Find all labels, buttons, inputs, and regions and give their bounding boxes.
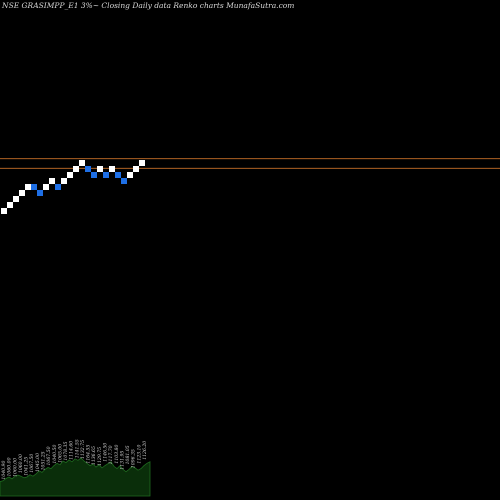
volume-label-26: 1126.20 <box>142 441 148 460</box>
volume-label-24: 1096.35 <box>131 449 137 468</box>
volume-label-10: 1040.50 <box>52 445 58 464</box>
volume-label-1: 1040.90 <box>1 461 7 480</box>
renko-brick-17-up <box>97 166 103 172</box>
renko-brick-12-up <box>67 172 73 178</box>
volume-label-23: 1081.05 <box>125 445 131 464</box>
renko-brick-23-up <box>133 166 139 172</box>
volume-label-11: 1065.00 <box>57 444 63 463</box>
chart-title: NSE GRASIMPP_E1 3%~ Closing Daily data R… <box>2 1 295 10</box>
renko-bricks <box>1 160 145 214</box>
renko-brick-18-down <box>103 172 109 178</box>
renko-brick-14-up <box>79 160 85 166</box>
renko-brick-21-down <box>121 178 127 184</box>
renko-brick-8-up <box>43 184 49 190</box>
renko-brick-11-up <box>61 178 67 184</box>
volume-label-14: 1141.55 <box>74 439 80 458</box>
volume-area <box>0 457 151 497</box>
renko-brick-4-up <box>19 190 25 196</box>
renko-brick-5-up <box>25 184 31 190</box>
volume-label-5: 1041.25 <box>24 457 30 476</box>
volume-labels: 1040.90 1060.00 1060.00 1060.00 1041.25 1067.… <box>1 439 148 479</box>
renko-brick-16-down <box>91 172 97 178</box>
volume-label-22: 1131.95 <box>119 451 125 470</box>
volume-label-25: 1123.10 <box>136 445 142 464</box>
volume-label-6: 1067.50 <box>29 454 35 473</box>
volume-label-13: 1114.60 <box>69 441 75 460</box>
volume-label-8: 1051.25 <box>41 451 47 470</box>
renko-brick-2-up <box>7 202 13 208</box>
renko-brick-15-down <box>85 166 91 172</box>
renko-brick-9-up <box>49 178 55 184</box>
volume-label-20: 1117.70 <box>108 445 114 464</box>
renko-brick-3-up <box>13 196 19 202</box>
volume-label-15: 1132.75 <box>80 440 86 459</box>
volume-label-9: 1067.50 <box>46 446 52 465</box>
renko-brick-22-up <box>127 172 133 178</box>
volume-label-4: 1060.00 <box>18 454 24 473</box>
volume-label-7: 1045.00 <box>35 453 41 472</box>
renko-brick-13-up <box>73 166 79 172</box>
renko-brick-7-down <box>37 190 43 196</box>
volume-label-12: 1078.35 <box>63 442 69 461</box>
volume-label-21: 1103.80 <box>114 445 120 464</box>
renko-brick-24-up <box>139 160 145 166</box>
volume-label-19: 1146.50 <box>103 443 109 462</box>
renko-brick-1-up <box>1 208 7 214</box>
volume-label-17: 1136.65 <box>91 446 97 465</box>
volume-panel <box>0 457 151 497</box>
volume-label-3: 1060.00 <box>12 458 18 477</box>
volume-label-16: 1164.55 <box>86 445 92 464</box>
volume-label-18: 1129.75 <box>97 447 103 466</box>
renko-brick-19-up <box>109 166 115 172</box>
volume-label-2: 1060.00 <box>7 457 13 476</box>
renko-brick-20-down <box>115 172 121 178</box>
reference-lines <box>0 158 500 169</box>
renko-brick-6-down <box>31 184 37 190</box>
renko-brick-10-down <box>55 184 61 190</box>
